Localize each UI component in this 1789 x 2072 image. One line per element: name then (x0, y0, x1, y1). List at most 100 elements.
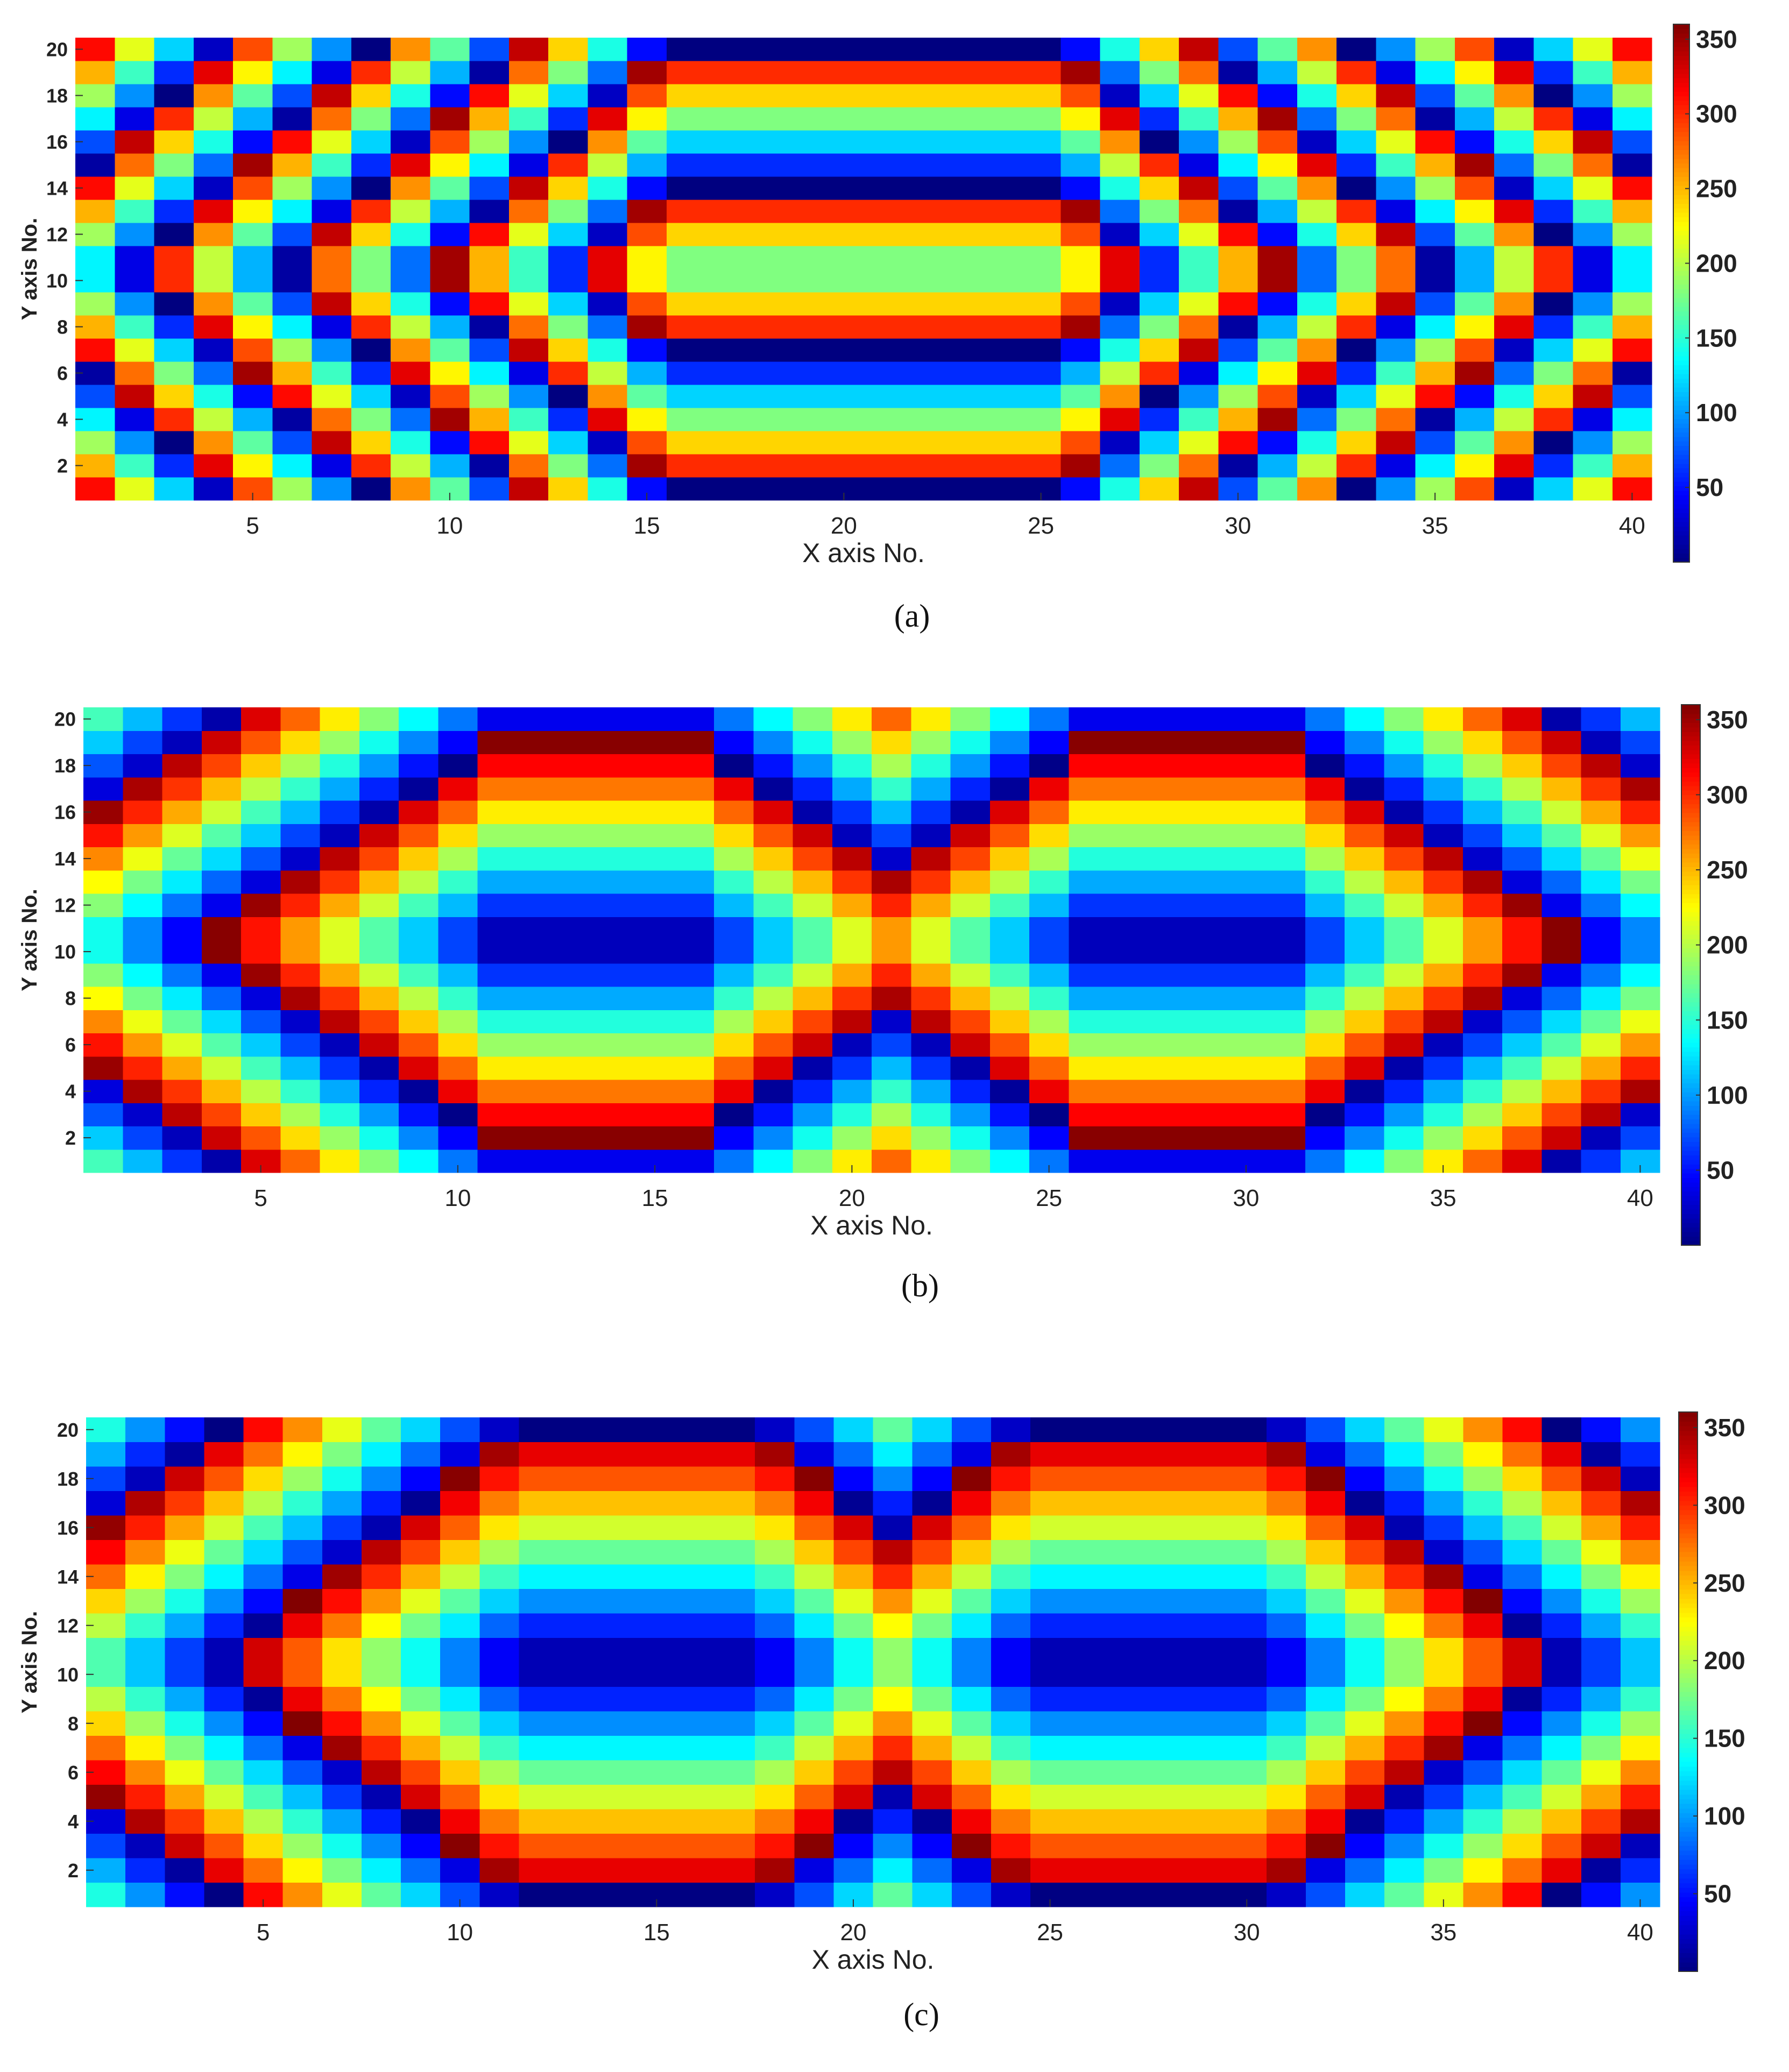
heatmap-cell (1573, 176, 1613, 200)
heatmap-cell (951, 1662, 992, 1687)
heatmap-cell (162, 987, 202, 1010)
heatmap-cell (241, 777, 281, 801)
heatmap-cell (1581, 1103, 1621, 1127)
colorbar-swatch (1673, 311, 1689, 316)
colorbar-swatch (1681, 1069, 1700, 1075)
heatmap-cell (1581, 1539, 1621, 1565)
heatmap-cell (125, 1882, 165, 1907)
heatmap-cell (666, 153, 706, 177)
heatmap-cell (204, 1711, 244, 1736)
colorbar-swatch (1681, 975, 1700, 980)
heatmap-cell (1581, 1491, 1621, 1516)
heatmap-cell (1070, 1809, 1109, 1834)
heatmap-cell (635, 1033, 675, 1057)
heatmap-cell (479, 1564, 519, 1590)
heatmap-cell (794, 1613, 834, 1638)
heatmap-cell (1533, 246, 1574, 269)
heatmap-cell (361, 1466, 401, 1492)
colorbar-swatch (1681, 835, 1700, 840)
heatmap-cell (1147, 1103, 1187, 1127)
heatmap-cell (243, 1466, 284, 1492)
heatmap-cell (201, 1103, 242, 1127)
heatmap-cell (1060, 176, 1101, 200)
heatmap-cell (716, 1515, 755, 1541)
heatmap-cell (359, 917, 399, 941)
heatmap-cell (1463, 1515, 1503, 1541)
heatmap-cell (430, 223, 470, 246)
heatmap-cell (637, 1515, 677, 1541)
heatmap-cell (241, 987, 281, 1010)
heatmap-cell (794, 1858, 834, 1883)
heatmap-cell (637, 1760, 677, 1785)
heatmap-cell (1581, 1686, 1621, 1712)
heatmap-cell (204, 1539, 244, 1565)
heatmap-cell (272, 292, 313, 316)
heatmap-cell (201, 1080, 242, 1103)
heatmap-cell (123, 824, 163, 848)
heatmap-cell (1345, 1080, 1384, 1103)
heatmap-cell (1070, 1858, 1109, 1883)
heatmap-cell (1060, 385, 1101, 408)
heatmap-cell (1109, 1833, 1149, 1858)
heatmap-cell (1581, 917, 1621, 941)
heatmap-cell (558, 1784, 598, 1810)
heatmap-cell (706, 107, 746, 131)
heatmap-cell (793, 1033, 833, 1057)
heatmap-cell (951, 1735, 992, 1761)
heatmap-cell (1265, 940, 1306, 964)
heatmap-cell (1502, 1662, 1543, 1687)
heatmap-cell (1533, 200, 1574, 223)
heatmap-cell (833, 1613, 874, 1638)
colorbar-swatch (1679, 1813, 1698, 1818)
heatmap-cell (282, 1613, 323, 1638)
heatmap-cell (832, 963, 872, 987)
heatmap-cell (833, 1491, 874, 1516)
heatmap-cell (1612, 61, 1652, 84)
heatmap-cell (1462, 940, 1503, 964)
heatmap-cell (558, 1539, 598, 1565)
heatmap-cell (596, 707, 636, 731)
heatmap-cell (714, 1056, 754, 1080)
heatmap-cell (1541, 1126, 1582, 1150)
colorbar-swatch (1679, 1659, 1698, 1664)
heatmap-cell (588, 246, 628, 269)
heatmap-cell (1502, 1637, 1543, 1663)
heatmap-cell (204, 1833, 244, 1858)
heatmap-cell (1148, 1539, 1189, 1565)
heatmap-cell (75, 107, 115, 131)
heatmap-cell (280, 870, 321, 894)
heatmap-cell (981, 246, 1022, 269)
x-tick-label: 30 (1233, 1185, 1259, 1211)
heatmap-cell (597, 1491, 638, 1516)
heatmap-cell (716, 1686, 755, 1712)
colorbar-swatch (1681, 1164, 1700, 1169)
heatmap-cell (1021, 176, 1061, 200)
heatmap-cell (1612, 338, 1652, 362)
heatmap-cell (399, 847, 439, 871)
heatmap-cell (165, 1613, 204, 1638)
heatmap-cell (1462, 1103, 1503, 1127)
heatmap-cell (745, 431, 786, 455)
heatmap-cell (1376, 176, 1416, 200)
colorbar-swatch (1673, 396, 1689, 401)
heatmap-cell (1187, 847, 1227, 871)
heatmap-cell (548, 153, 588, 177)
heatmap-cell (1384, 1515, 1424, 1541)
colorbar-swatch (1673, 436, 1689, 442)
colorbar-swatch (1681, 754, 1700, 760)
colorbar-swatch (1679, 1612, 1698, 1617)
heatmap-cell (1384, 707, 1424, 731)
heatmap-cell (706, 385, 746, 408)
colorbar-swatch (1679, 1934, 1698, 1939)
heatmap-cell (1376, 338, 1416, 362)
heatmap-cell (824, 176, 864, 200)
heatmap-cell (361, 1760, 401, 1785)
heatmap-cell (1139, 246, 1179, 269)
heatmap-cell (162, 1010, 202, 1034)
heatmap-cell (784, 38, 825, 61)
colorbar-swatch (1679, 1692, 1698, 1697)
heatmap-cell (873, 1858, 913, 1883)
heatmap-cell (832, 987, 872, 1010)
heatmap-cell (1620, 1033, 1660, 1057)
heatmap-cell (312, 361, 352, 385)
